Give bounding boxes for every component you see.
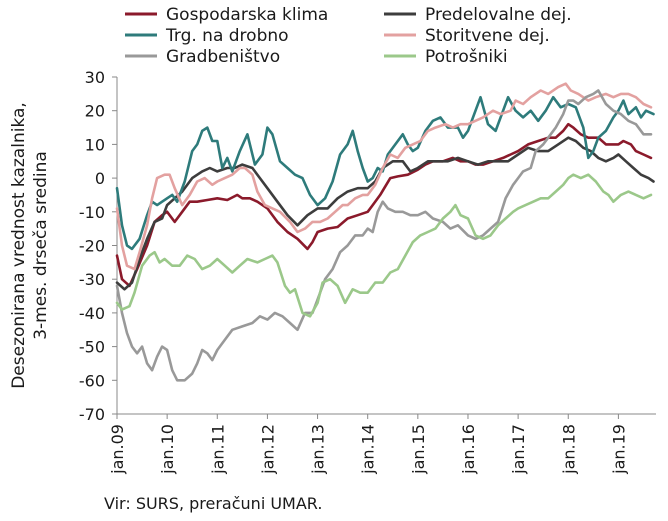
source-note: Vir: SURS, preračuni UMAR. bbox=[104, 494, 323, 513]
legend-label: Predelovalne dej. bbox=[425, 5, 572, 25]
y-axis-title: Desezonirana vrednost kazalnika, 3-mes. d… bbox=[9, 102, 51, 389]
y-tick-label: 10 bbox=[85, 135, 105, 154]
x-tick-label: jan.09 bbox=[108, 424, 127, 475]
legend-label: Storitvene dej. bbox=[425, 26, 550, 46]
line-chart: Gospodarska klima Predelovalne dej. Trg. n… bbox=[9, 5, 656, 475]
x-tick-label: jan.18 bbox=[559, 424, 578, 475]
y-axis-title-line: 3-mes. drseča sredina bbox=[31, 151, 51, 340]
x-tick-label: jan.19 bbox=[609, 424, 628, 475]
y-tick-label: 30 bbox=[85, 68, 105, 87]
y-tick-label: -30 bbox=[79, 270, 105, 289]
y-tick-label: 20 bbox=[85, 102, 105, 121]
legend-label: Trg. na drobno bbox=[165, 26, 289, 46]
y-tick-label: -60 bbox=[79, 371, 105, 390]
y-tick-label: -20 bbox=[79, 237, 105, 256]
y-tick-label: 0 bbox=[95, 169, 105, 188]
x-axis: jan.09 jan.10 jan.11 jan.12 jan.13 jan.14 jan.… bbox=[108, 413, 656, 475]
y-tick-label: -40 bbox=[79, 304, 105, 323]
y-tick-label: -10 bbox=[79, 203, 105, 222]
chart-legend: Gospodarska klima Predelovalne dej. Trg. n… bbox=[125, 5, 572, 67]
y-axis-title-line: Desezonirana vrednost kazalnika, bbox=[9, 102, 29, 389]
x-tick-label: jan.17 bbox=[509, 424, 528, 475]
legend-label: Gospodarska klima bbox=[166, 5, 328, 25]
x-tick-label: jan.10 bbox=[158, 424, 177, 475]
x-tick-label: jan.14 bbox=[359, 424, 378, 475]
y-axis: -70 -60 -50 -40 -30 -20 -10 0 10 20 30 bbox=[79, 68, 118, 424]
y-tick-label: -50 bbox=[79, 338, 105, 357]
x-tick-label: jan.15 bbox=[409, 424, 428, 475]
legend-label: Gradbeništvo bbox=[166, 47, 280, 67]
series-line bbox=[115, 173, 653, 318]
series-line bbox=[115, 122, 653, 288]
x-tick-label: jan.12 bbox=[258, 424, 277, 475]
legend-label: Potrošniki bbox=[425, 47, 508, 67]
x-tick-label: jan.16 bbox=[459, 424, 478, 475]
series-line bbox=[115, 82, 653, 271]
plot-area bbox=[115, 82, 655, 382]
x-tick-label: jan.13 bbox=[309, 424, 328, 475]
series-line bbox=[115, 89, 653, 382]
x-tick-label: jan.11 bbox=[208, 424, 227, 475]
y-tick-label: -70 bbox=[79, 405, 105, 424]
